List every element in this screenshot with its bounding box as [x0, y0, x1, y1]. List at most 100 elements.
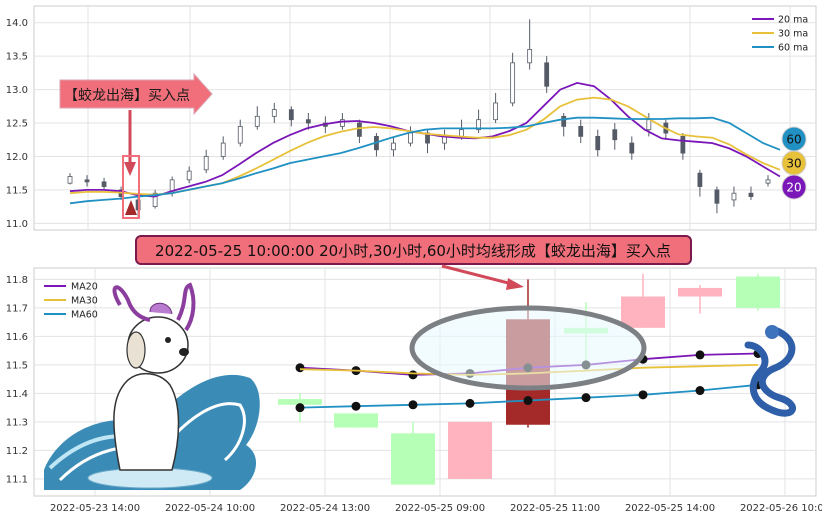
top-candle-body	[339, 119, 345, 127]
bottom-candle-body	[621, 296, 665, 328]
mid-callout-text: 2022-05-25 10:00:00 20小时,30小时,60小时均线形成【蛟…	[155, 242, 671, 260]
bottom-y-tick-label: 11.6	[6, 332, 28, 343]
bottom-ma-point	[351, 401, 361, 411]
bottom-x-tick-label: 2022-05-26 10:00	[740, 503, 822, 514]
top-candle-body	[544, 62, 550, 87]
annotations: 【蛟龙出海】买入点 60 30 20 2022-05-25 10:00:00 20小时,…	[59, 72, 807, 391]
top-y-tick-label: 13.0	[6, 85, 28, 96]
dog-ear	[126, 331, 146, 369]
bottom-candle-body	[334, 413, 378, 428]
top-y-tick-label: 11.5	[6, 185, 28, 196]
dragon-illustration	[744, 325, 796, 417]
top-candle-body	[186, 170, 192, 181]
dog-body	[113, 373, 180, 471]
top-candle-body	[697, 172, 703, 187]
signal-marker	[125, 200, 137, 215]
top-candle-body	[67, 176, 73, 184]
top-legend-label: 20 ma	[778, 15, 808, 26]
top-candle-body	[220, 142, 226, 157]
bottom-ma-point	[695, 386, 705, 396]
bottom-x-tick-label: 2022-05-25 11:00	[510, 503, 600, 514]
bottom-y-tick-label: 11.1	[6, 474, 28, 485]
dragon-head	[765, 325, 779, 339]
bottom-y-tick-label: 11.4	[6, 389, 28, 400]
ma-badge-label: 20	[786, 181, 801, 195]
top-y-tick-label: 11.0	[6, 219, 28, 230]
top-candle-body	[305, 119, 311, 124]
bottom-x-tick-label: 2022-05-23 14:00	[50, 503, 140, 514]
top-candle-body	[527, 49, 533, 64]
bottom-legend: MA20 MA30 MA60	[44, 282, 98, 321]
top-legend-label: 30 ma	[778, 29, 808, 40]
top-candle-body	[595, 135, 601, 151]
bottom-candle-body	[391, 433, 435, 485]
bottom-y-tick-label: 11.5	[6, 360, 28, 371]
dog-illustration	[112, 282, 196, 471]
top-callout-text: 【蛟龙出海】买入点	[64, 88, 190, 104]
bottom-y-tick-label: 11.2	[6, 446, 28, 457]
bottom-ma-point	[695, 350, 705, 360]
top-candle-body	[765, 179, 771, 184]
ma-badge-label: 60	[786, 133, 801, 147]
signal-highlight-box	[122, 155, 140, 219]
top-candle-body	[254, 115, 260, 127]
top-candle-body	[612, 129, 618, 141]
bottom-ma-point	[465, 398, 475, 408]
bottom-ma-point	[523, 396, 533, 406]
top-candle-body	[271, 109, 277, 117]
top-y-tick-label: 12.5	[6, 119, 28, 130]
top-candle-body	[578, 125, 584, 137]
bottom-candle-body	[448, 421, 492, 479]
top-candle-body	[646, 119, 652, 131]
bottom-ma-point	[295, 363, 305, 373]
bottom-candle-body	[736, 276, 780, 308]
top-candle-body	[493, 102, 499, 121]
bottom-ma-point	[408, 400, 418, 410]
dog-horn-right	[176, 282, 196, 332]
ma-badge-20	[781, 174, 807, 200]
top-candle-body	[714, 189, 720, 204]
bottom-legend-label: MA30	[71, 296, 98, 307]
bottom-y-tick-label: 11.3	[6, 417, 28, 428]
mid-callout-pointer	[441, 264, 513, 286]
top-y-tick-label: 13.5	[6, 52, 28, 63]
bottom-x-tick-label: 2022-05-24 13:00	[280, 503, 370, 514]
dog-eye	[165, 337, 171, 343]
top-series-layer	[67, 19, 781, 217]
dog-nose	[179, 348, 189, 356]
top-candle-body	[152, 192, 158, 207]
bottom-x-tick-label: 2022-05-25 14:00	[625, 503, 715, 514]
top-candle-body	[391, 142, 396, 151]
dog-crest	[149, 302, 173, 315]
ma-badge-label: 30	[786, 157, 801, 171]
top-candle-body	[408, 132, 413, 144]
top-candle-body	[84, 179, 90, 183]
top-series-line-60-ma	[69, 116, 781, 205]
top-candle-body	[203, 156, 209, 171]
top-candle-body	[680, 135, 686, 154]
top-callout-pointer-head	[124, 162, 136, 176]
top-candle-body	[459, 129, 464, 137]
top-callout-arrow	[59, 72, 213, 116]
top-price-chart: 14.0 13.5 13.0 12.5 12.0 11.5 11.0 20 ma 30 ma 60…	[6, 5, 817, 231]
bottom-ma-point	[581, 393, 591, 403]
surfboard	[87, 467, 213, 489]
top-candle-body	[561, 115, 567, 127]
top-candle-body	[731, 192, 737, 201]
bottom-y-tick-label: 11.8	[6, 275, 28, 286]
bottom-x-tick-label: 2022-05-24 10:00	[165, 503, 255, 514]
bottom-candle-body	[278, 399, 322, 405]
wave-foam	[58, 402, 246, 482]
top-y-tick-label: 12.0	[6, 152, 28, 163]
bottom-ma-point	[408, 370, 418, 380]
top-candle-body	[476, 119, 481, 131]
bottom-legend-label: MA60	[71, 310, 98, 321]
top-candle-body	[629, 142, 635, 154]
bottom-y-tick-label: 11.7	[6, 303, 28, 314]
top-candle-body	[237, 125, 243, 144]
bottom-ma-point	[638, 390, 648, 400]
top-y-tick-label: 14.0	[6, 18, 28, 29]
bottom-ma-point	[295, 403, 305, 413]
